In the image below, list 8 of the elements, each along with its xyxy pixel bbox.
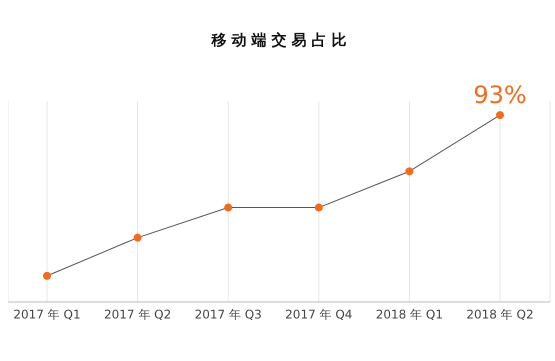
data-label: 93%	[473, 81, 527, 110]
x-tick-label: 2017 年 Q2	[104, 308, 172, 322]
x-tick-label: 2017 年 Q4	[285, 308, 352, 322]
x-tick-label: 2017 年 Q3	[194, 308, 262, 322]
x-tick-label: 2018 年 Q2	[466, 308, 534, 322]
chart-title: 移动端交易占比	[210, 31, 352, 50]
x-tick-label: 2018 年 Q1	[376, 308, 444, 322]
x-tick-label: 2017 年 Q1	[13, 308, 81, 322]
